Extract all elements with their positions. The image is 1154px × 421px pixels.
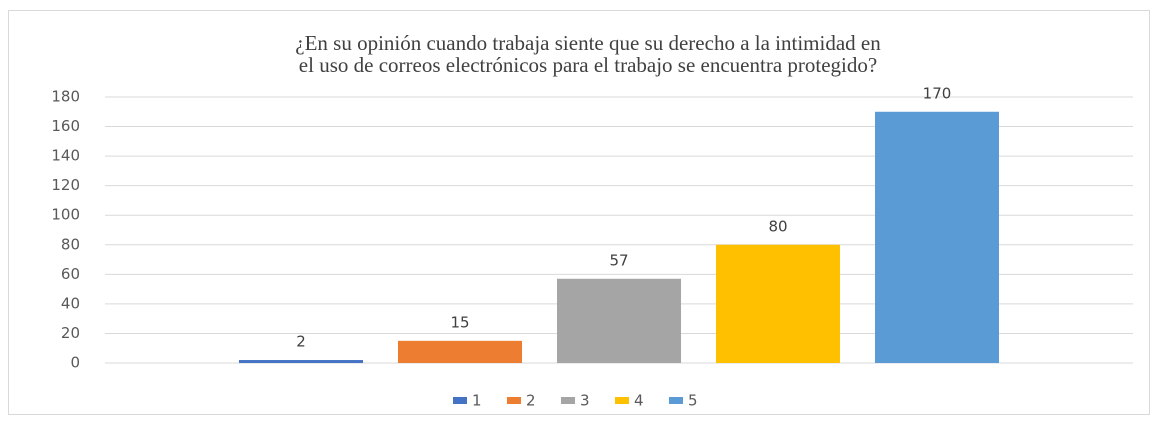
bar bbox=[239, 360, 363, 363]
chart-title: el uso de correos electrónicos para el t… bbox=[299, 53, 877, 77]
data-label: 57 bbox=[609, 251, 628, 269]
legend-swatch bbox=[507, 397, 521, 404]
legend-swatch bbox=[453, 397, 467, 404]
data-label: 15 bbox=[450, 313, 469, 331]
legend-label: 4 bbox=[634, 392, 644, 410]
legend-label: 2 bbox=[526, 392, 536, 410]
data-label: 170 bbox=[923, 84, 952, 102]
y-tick-label: 0 bbox=[70, 354, 80, 372]
data-label: 80 bbox=[768, 217, 787, 235]
legend-swatch bbox=[615, 397, 629, 404]
legend-swatch bbox=[669, 397, 683, 404]
data-label: 2 bbox=[296, 333, 306, 351]
legend-swatch bbox=[561, 397, 575, 404]
y-tick-label: 80 bbox=[61, 235, 80, 253]
y-tick-label: 60 bbox=[61, 265, 80, 283]
legend-label: 5 bbox=[688, 392, 698, 410]
y-tick-label: 180 bbox=[51, 88, 80, 106]
chart-title: ¿En su opinión cuando trabaja siente que… bbox=[295, 31, 881, 55]
bar bbox=[875, 111, 999, 364]
legend-label: 1 bbox=[472, 392, 482, 410]
bar bbox=[398, 340, 522, 363]
bar bbox=[716, 244, 840, 363]
y-tick-label: 120 bbox=[51, 176, 80, 194]
y-tick-label: 160 bbox=[51, 117, 80, 135]
y-tick-label: 20 bbox=[61, 324, 80, 342]
y-tick-label: 100 bbox=[51, 206, 80, 224]
bar bbox=[557, 278, 681, 363]
legend-label: 3 bbox=[580, 392, 590, 410]
y-tick-label: 40 bbox=[61, 294, 80, 312]
y-tick-label: 140 bbox=[51, 147, 80, 165]
